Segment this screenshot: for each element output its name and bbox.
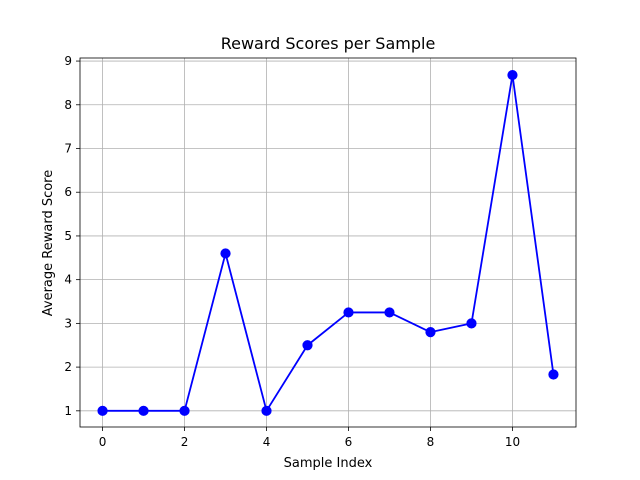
y-tick-label: 3: [64, 316, 72, 330]
x-axis-label: Sample Index: [284, 456, 373, 471]
y-tick-label: 8: [64, 98, 72, 112]
x-tick-label: 2: [181, 435, 189, 449]
data-point: [97, 405, 108, 416]
plot-frame: [79, 57, 577, 428]
x-tick-label: 6: [345, 435, 353, 449]
y-tick-label: 1: [64, 404, 72, 418]
series-line: [102, 74, 555, 412]
data-point: [261, 405, 272, 416]
x-tick-label: 0: [99, 435, 107, 449]
y-tick-label: 5: [64, 229, 72, 243]
y-axis-label: Average Reward Score: [41, 170, 56, 316]
x-tick-label: 8: [427, 435, 435, 449]
data-point: [138, 405, 149, 416]
x-tick-label: 10: [505, 435, 520, 449]
y-tick-label: 9: [64, 54, 72, 68]
data-point: [507, 69, 518, 81]
y-tick-label: 4: [64, 273, 72, 287]
data-point: [548, 369, 559, 380]
grid-layer: [80, 58, 576, 427]
data-point: [466, 318, 477, 329]
axes-layer: [79, 57, 577, 428]
data-point: [179, 405, 190, 416]
chart-title: Reward Scores per Sample: [221, 34, 436, 53]
data-point: [302, 340, 313, 351]
data-point: [384, 307, 395, 318]
x-tick-label: 4: [263, 435, 271, 449]
series-layer: [97, 69, 559, 416]
y-tick-label: 7: [64, 142, 72, 156]
y-tick-label: 2: [64, 360, 72, 374]
data-point: [425, 327, 436, 338]
data-point: [343, 307, 354, 318]
y-tick-label: 6: [64, 185, 72, 199]
data-point: [220, 248, 231, 259]
